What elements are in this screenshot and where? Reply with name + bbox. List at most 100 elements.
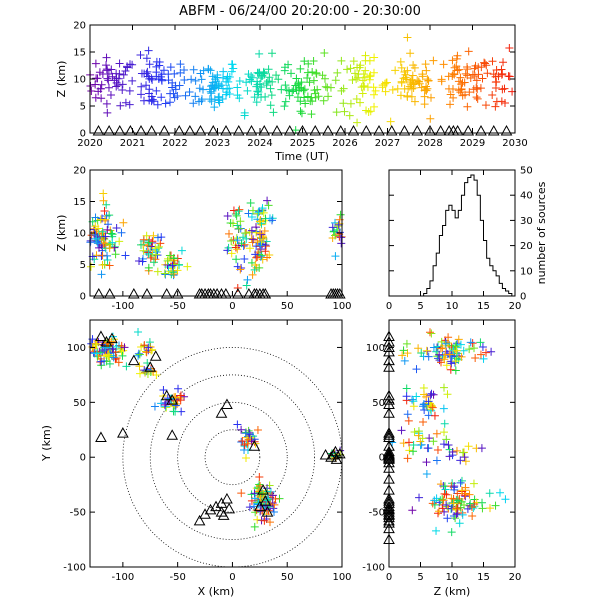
- source-marker: [485, 489, 494, 498]
- source-marker: [111, 250, 120, 259]
- source-marker: [121, 98, 130, 107]
- source-marker: [92, 234, 101, 243]
- source-marker: [93, 232, 102, 241]
- station-marker: [259, 495, 272, 506]
- source-marker: [233, 83, 242, 92]
- source-marker: [268, 499, 277, 508]
- source-marker: [128, 76, 137, 85]
- station-marker: [257, 484, 269, 495]
- source-marker: [433, 509, 442, 518]
- source-marker: [328, 223, 337, 232]
- histogram-bar: [455, 218, 458, 296]
- x-tick-label: 100: [332, 301, 351, 312]
- source-marker: [95, 243, 104, 252]
- source-marker: [116, 101, 125, 110]
- source-marker: [480, 58, 489, 67]
- source-marker: [312, 68, 321, 77]
- station-marker: [334, 124, 347, 136]
- source-marker: [171, 401, 180, 410]
- source-marker: [144, 263, 153, 272]
- source-marker: [412, 392, 421, 401]
- source-marker: [91, 339, 100, 348]
- source-marker: [119, 70, 128, 79]
- station-marker: [245, 124, 258, 136]
- station-marker: [329, 445, 342, 457]
- source-marker: [359, 81, 368, 90]
- source-marker: [301, 99, 310, 108]
- plan-view-ylabel: Y (km): [40, 425, 53, 462]
- source-marker: [336, 210, 345, 219]
- source-marker: [425, 328, 434, 337]
- x-tick-label: 2029: [460, 138, 485, 149]
- altitude-y-frame: [388, 319, 516, 568]
- source-marker: [444, 84, 453, 93]
- station-marker: [103, 124, 115, 136]
- source-marker: [403, 33, 412, 42]
- source-marker: [145, 85, 154, 94]
- source-marker: [118, 351, 127, 360]
- source-marker: [134, 328, 143, 337]
- source-marker: [224, 243, 233, 252]
- source-marker: [397, 63, 406, 72]
- source-marker: [246, 199, 255, 208]
- source-marker: [223, 212, 232, 221]
- source-marker: [95, 68, 104, 77]
- source-marker: [445, 350, 454, 359]
- source-marker: [297, 78, 306, 87]
- source-marker: [494, 72, 503, 81]
- y-tick-label: 50: [372, 398, 385, 409]
- station-marker: [141, 287, 153, 299]
- x-tick-label: -50: [169, 572, 185, 583]
- source-marker: [104, 76, 113, 85]
- source-marker: [472, 76, 481, 85]
- source-marker: [346, 99, 355, 108]
- source-marker: [433, 352, 442, 361]
- source-marker: [148, 237, 157, 246]
- source-marker: [442, 361, 451, 370]
- source-marker: [173, 91, 182, 100]
- source-marker: [171, 407, 180, 416]
- source-marker: [176, 60, 185, 69]
- source-marker: [266, 518, 274, 527]
- source-marker: [443, 390, 452, 399]
- source-marker: [439, 428, 448, 437]
- source-marker: [366, 107, 375, 116]
- source-marker: [151, 244, 160, 253]
- source-marker: [429, 437, 438, 446]
- source-marker: [232, 255, 241, 264]
- source-marker: [442, 435, 451, 444]
- station-marker: [319, 448, 332, 460]
- source-marker: [115, 237, 124, 246]
- source-marker: [166, 63, 175, 72]
- source-marker: [274, 75, 283, 84]
- source-marker: [417, 440, 426, 449]
- source-marker: [369, 90, 378, 99]
- station-marker: [220, 287, 232, 299]
- source-marker: [86, 262, 95, 271]
- station-marker: [271, 124, 283, 136]
- station-marker: [166, 429, 179, 440]
- source-marker: [137, 82, 146, 91]
- source-marker: [270, 500, 279, 509]
- source-marker: [97, 94, 106, 103]
- source-marker: [309, 76, 318, 85]
- source-marker: [453, 496, 462, 505]
- x-tick-label: 10: [446, 572, 459, 583]
- source-marker: [139, 246, 148, 255]
- source-marker: [143, 67, 152, 76]
- source-marker: [476, 84, 485, 93]
- source-marker: [198, 85, 207, 94]
- source-marker: [245, 430, 254, 439]
- source-marker: [402, 384, 411, 393]
- source-marker: [465, 490, 474, 499]
- source-marker: [422, 82, 431, 91]
- source-marker: [423, 75, 432, 84]
- y-tick-label: 100: [366, 343, 385, 354]
- source-marker: [253, 236, 262, 245]
- x-tick-label: 5: [417, 301, 423, 312]
- source-marker: [478, 343, 487, 352]
- source-marker: [125, 86, 134, 95]
- source-marker: [148, 95, 157, 104]
- source-marker: [233, 91, 242, 100]
- source-marker: [145, 74, 154, 83]
